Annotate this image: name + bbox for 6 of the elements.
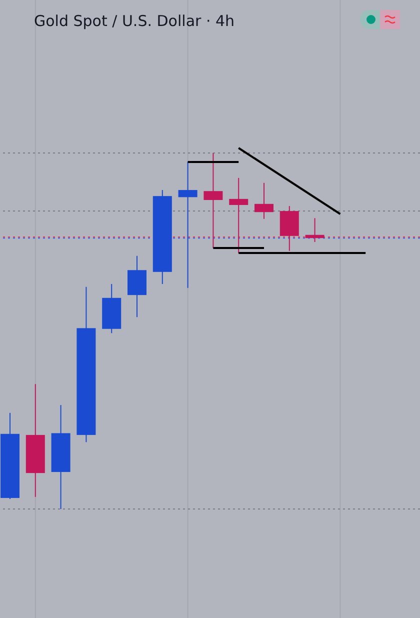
- candlestick: [305, 218, 324, 242]
- candlestick: [178, 161, 198, 288]
- candlestick: [254, 182, 274, 220]
- chart-title: Gold Spot / U.S. Dollar · 4h: [34, 12, 235, 30]
- candlestick: [204, 152, 223, 249]
- candlestick: [229, 177, 248, 254]
